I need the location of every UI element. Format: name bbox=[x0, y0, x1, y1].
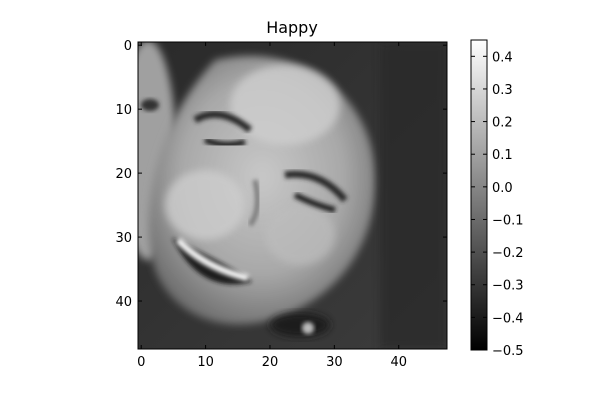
plot-frame bbox=[137, 41, 448, 350]
colorbar-tick-label: 0.1 bbox=[492, 148, 513, 163]
x-tick-label: 30 bbox=[326, 355, 343, 370]
chart-title: Happy bbox=[266, 18, 318, 37]
colorbar-tick-label: 0.3 bbox=[492, 83, 513, 98]
colorbar-tick-label: 0.0 bbox=[492, 181, 513, 196]
y-tick-label: 20 bbox=[115, 167, 132, 182]
colorbar-tick-label: −0.1 bbox=[492, 213, 524, 228]
y-tick-label: 30 bbox=[115, 231, 132, 246]
colorbar-tick-label: 0.4 bbox=[492, 50, 513, 65]
colorbar-tick-label: −0.5 bbox=[492, 344, 524, 359]
colorbar-axis: 0.4 0.3 0.2 0.1 0.0 −0.1 −0.2 −0.3 −0.4 −0.5 bbox=[471, 50, 524, 359]
y-axis: 0 10 20 30 40 bbox=[115, 39, 447, 310]
y-tick-label: 40 bbox=[115, 295, 132, 310]
x-axis: 0 10 20 30 40 bbox=[137, 42, 407, 370]
x-tick-label: 10 bbox=[197, 355, 214, 370]
x-tick-label: 40 bbox=[390, 355, 407, 370]
y-tick-label: 0 bbox=[124, 39, 132, 54]
colorbar bbox=[470, 39, 488, 351]
heatmap-image bbox=[138, 42, 447, 349]
y-tick-label: 10 bbox=[115, 103, 132, 118]
colorbar-tick-label: −0.4 bbox=[492, 311, 524, 326]
colorbar-tick-label: 0.2 bbox=[492, 116, 513, 131]
x-tick-label: 20 bbox=[262, 355, 279, 370]
colorbar-tick-label: −0.3 bbox=[492, 279, 524, 294]
colorbar-tick-label: −0.2 bbox=[492, 246, 524, 261]
x-tick-label: 0 bbox=[137, 355, 145, 370]
